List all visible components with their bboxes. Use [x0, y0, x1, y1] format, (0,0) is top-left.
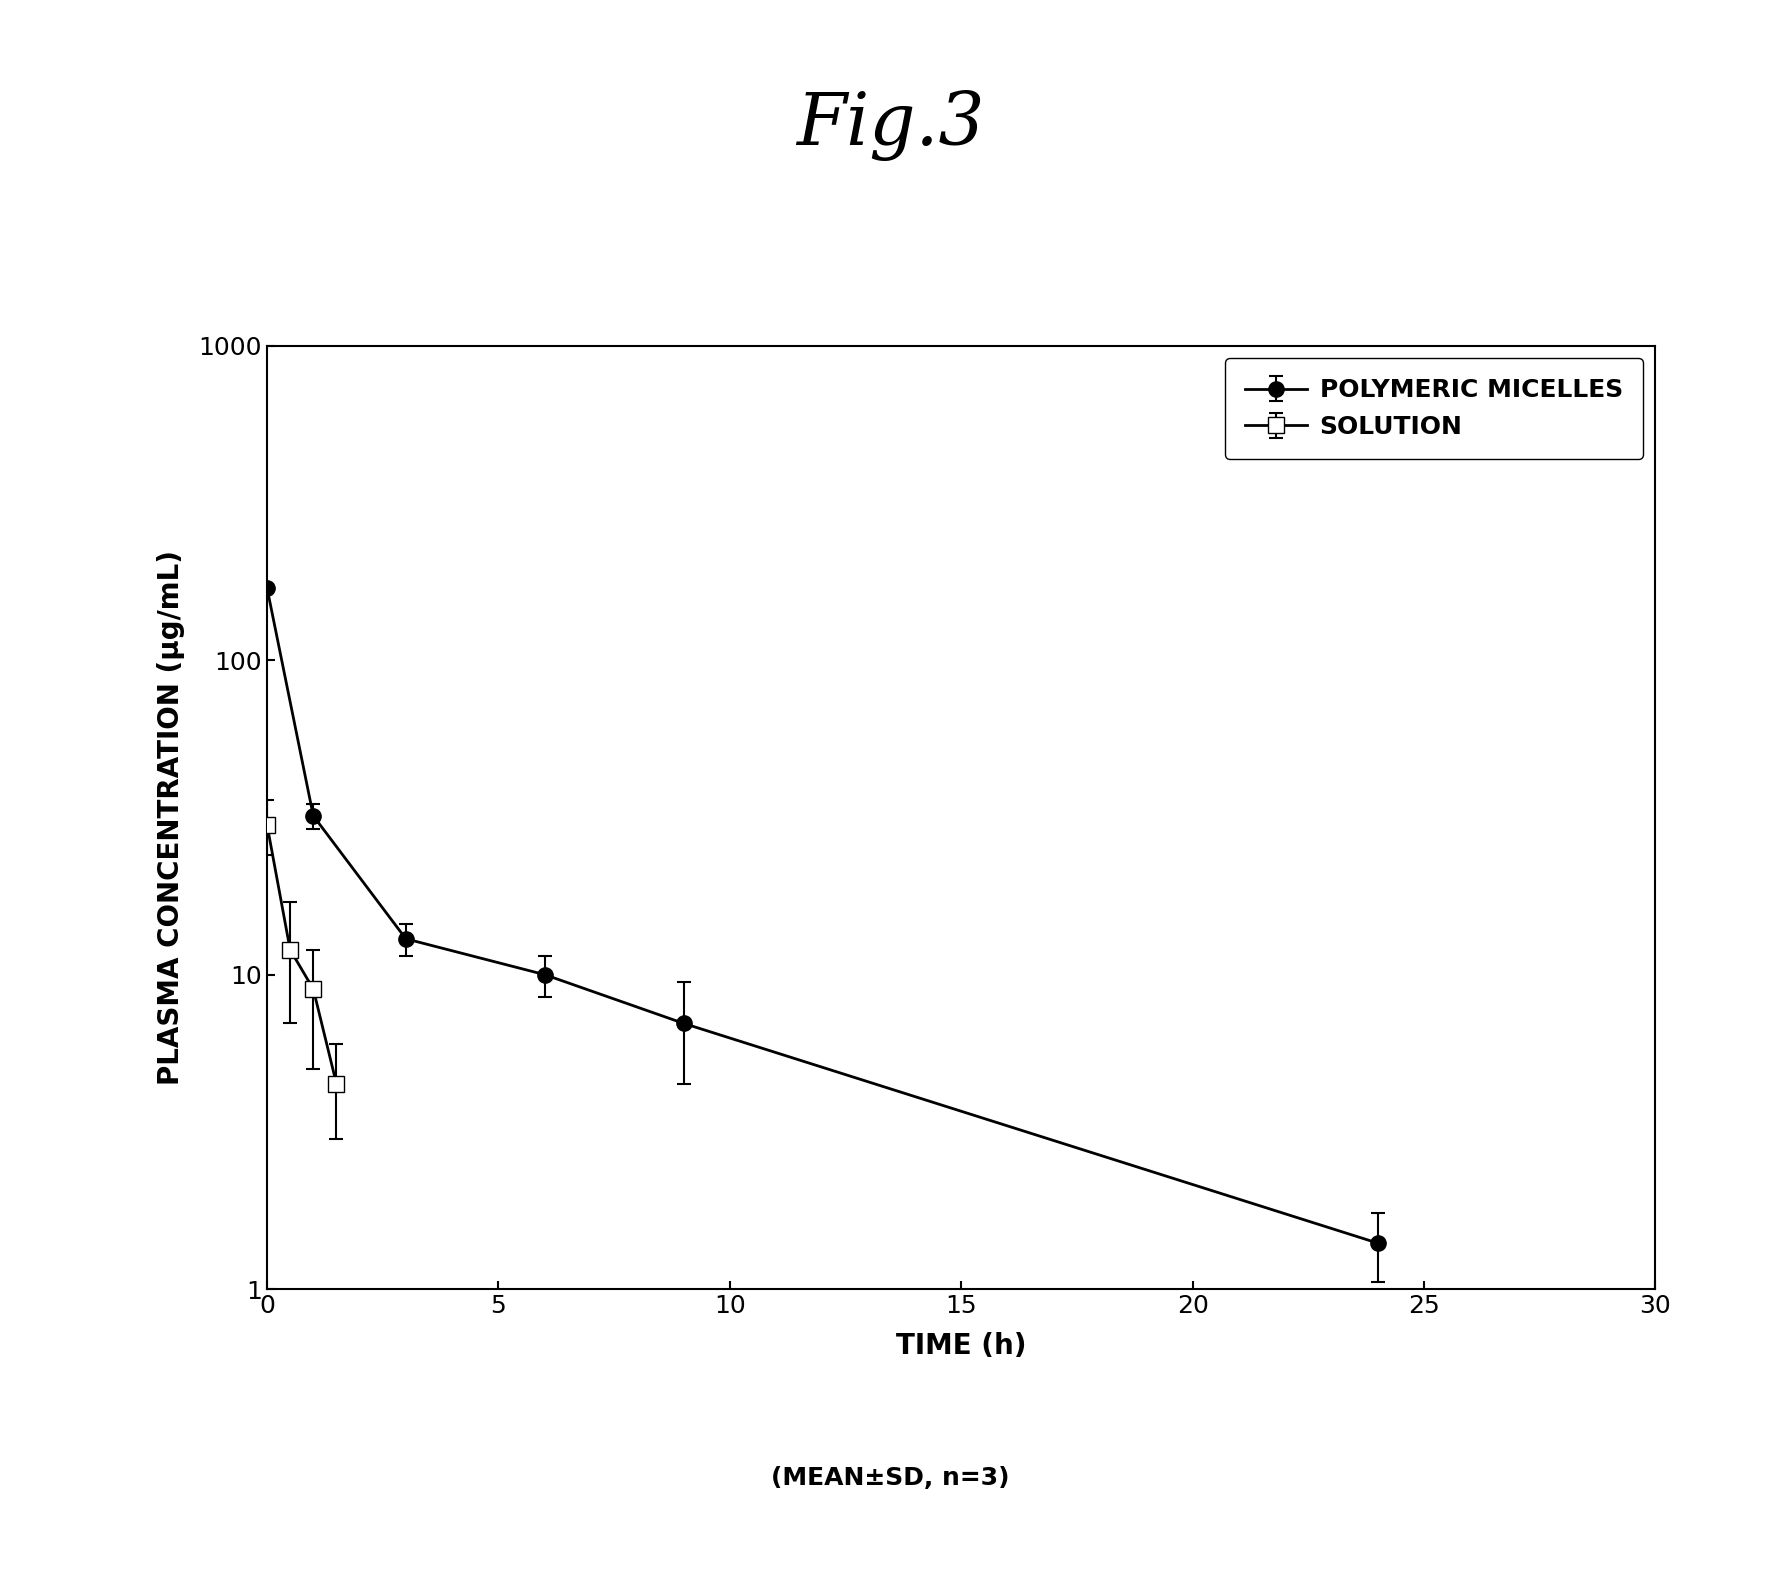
X-axis label: TIME (h): TIME (h)	[895, 1331, 1027, 1360]
Text: (MEAN±SD, n=3): (MEAN±SD, n=3)	[771, 1465, 1009, 1490]
Text: Fig.3: Fig.3	[796, 90, 984, 162]
Legend: POLYMERIC MICELLES, SOLUTION: POLYMERIC MICELLES, SOLUTION	[1225, 358, 1643, 459]
Y-axis label: PLASMA CONCENTRATION (μg/mL): PLASMA CONCENTRATION (μg/mL)	[157, 550, 185, 1085]
